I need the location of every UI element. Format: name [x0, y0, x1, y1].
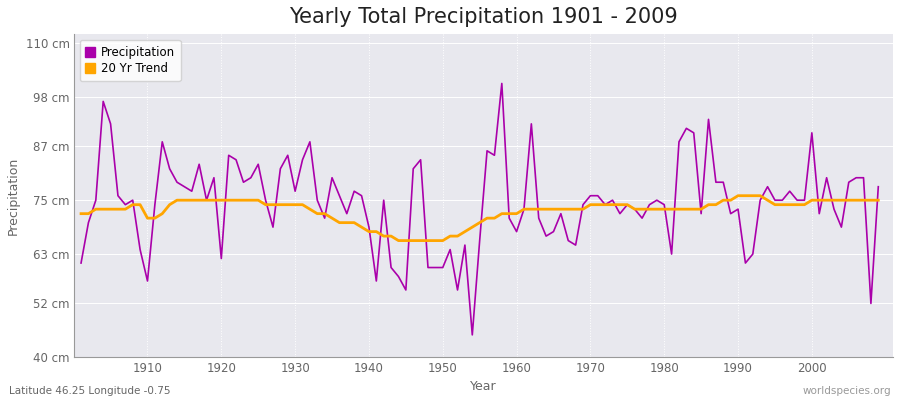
20 Yr Trend: [341, 220, 352, 225]
Text: Latitude 46.25 Longitude -0.75: Latitude 46.25 Longitude -0.75: [9, 386, 170, 396]
Title: Yearly Total Precipitation 1901 - 2009: Yearly Total Precipitation 1901 - 2009: [289, 7, 678, 27]
Line: Precipitation: Precipitation: [81, 84, 878, 335]
20 Yr Trend: [608, 202, 618, 207]
Y-axis label: Precipitation: Precipitation: [7, 156, 20, 235]
Precipitation: [497, 81, 508, 86]
Precipitation: [467, 332, 478, 337]
Precipitation: [135, 247, 146, 252]
20 Yr Trend: [518, 207, 529, 212]
Precipitation: [873, 184, 884, 189]
Precipitation: [615, 211, 626, 216]
X-axis label: Year: Year: [470, 380, 497, 393]
20 Yr Trend: [733, 193, 743, 198]
20 Yr Trend: [135, 202, 146, 207]
Line: 20 Yr Trend: 20 Yr Trend: [81, 196, 878, 240]
Precipitation: [76, 261, 86, 266]
20 Yr Trend: [511, 211, 522, 216]
20 Yr Trend: [873, 198, 884, 202]
20 Yr Trend: [297, 202, 308, 207]
Precipitation: [526, 122, 536, 126]
Precipitation: [518, 207, 529, 212]
Legend: Precipitation, 20 Yr Trend: Precipitation, 20 Yr Trend: [79, 40, 181, 81]
Precipitation: [297, 157, 308, 162]
20 Yr Trend: [393, 238, 404, 243]
Precipitation: [341, 211, 352, 216]
20 Yr Trend: [76, 211, 86, 216]
Text: worldspecies.org: worldspecies.org: [803, 386, 891, 396]
